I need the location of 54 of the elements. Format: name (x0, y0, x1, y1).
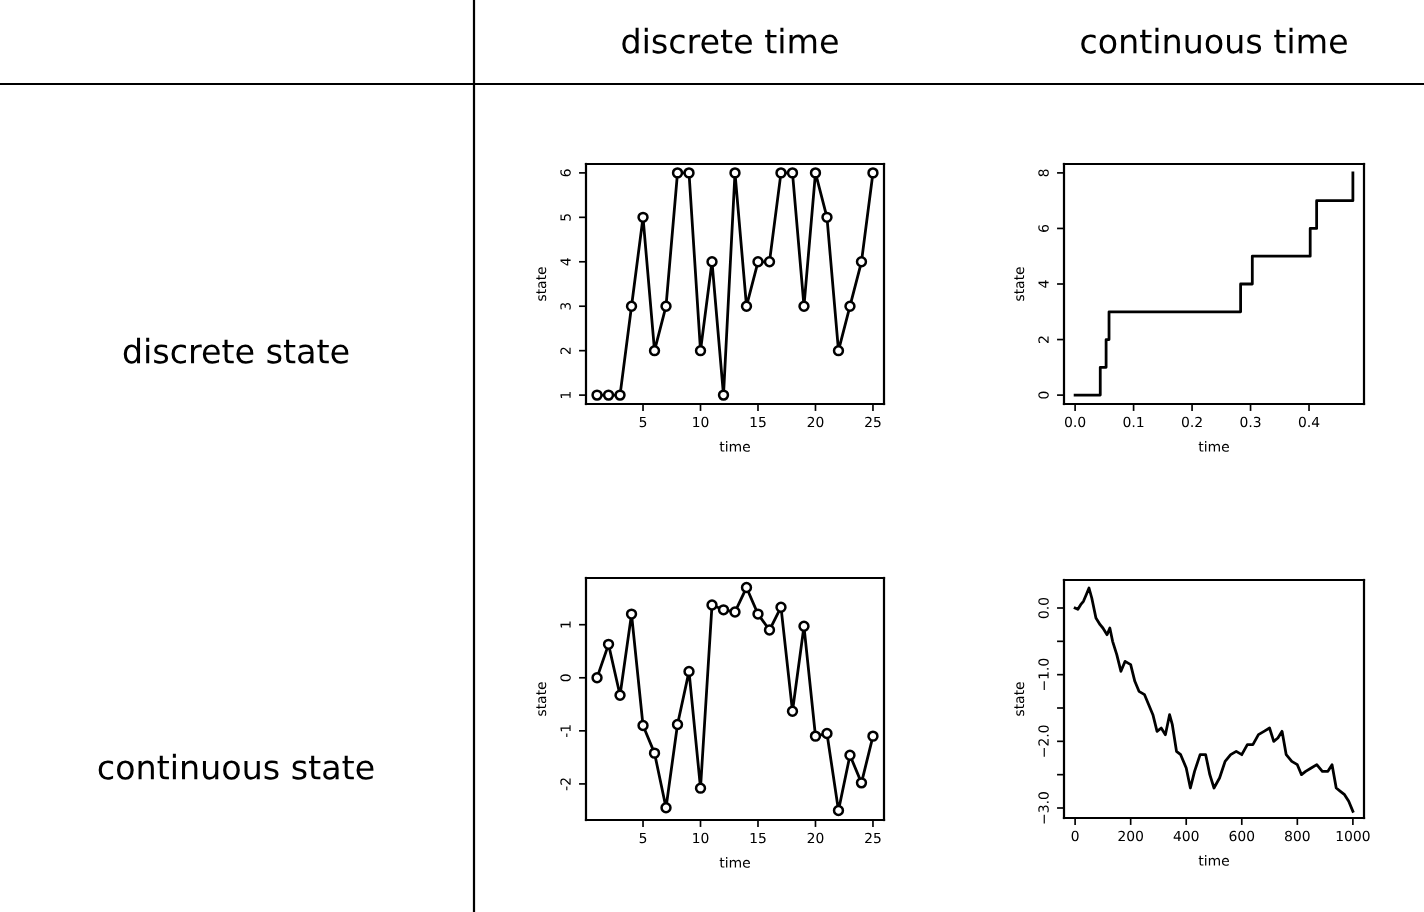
point (855, 777, 868, 789)
point (798, 300, 810, 312)
point (867, 730, 879, 742)
point (683, 167, 695, 179)
point (591, 389, 603, 401)
point (602, 638, 615, 651)
point (740, 581, 753, 594)
point (637, 719, 649, 732)
point (694, 782, 707, 794)
point (706, 599, 718, 611)
point (844, 300, 856, 312)
point (786, 167, 799, 179)
point (809, 730, 822, 742)
point (648, 344, 661, 357)
text: discrete state (123, 337, 349, 364)
point (660, 802, 672, 814)
point (786, 705, 799, 717)
point (591, 672, 603, 684)
point (717, 604, 730, 616)
text: continuous time (1081, 27, 1347, 54)
point (717, 389, 730, 401)
text: discrete time (622, 27, 838, 54)
point (809, 167, 822, 179)
point (832, 344, 845, 357)
point (683, 665, 695, 678)
point (867, 167, 879, 179)
text: continuous state (98, 753, 374, 780)
point (775, 601, 787, 613)
point (752, 608, 764, 620)
point (706, 256, 718, 268)
point (625, 300, 638, 312)
point (694, 344, 707, 357)
point (752, 256, 764, 268)
point (821, 211, 833, 224)
point (660, 300, 672, 312)
point (740, 300, 753, 312)
point (614, 389, 626, 401)
point (763, 624, 776, 636)
point (729, 167, 741, 179)
point (614, 689, 626, 701)
point (729, 606, 741, 618)
point (821, 727, 833, 740)
point (637, 211, 649, 224)
point (648, 747, 661, 759)
point (625, 608, 638, 620)
point (844, 749, 856, 761)
point (671, 718, 684, 731)
point (602, 389, 615, 401)
point (798, 620, 810, 632)
point (763, 256, 776, 268)
point (671, 167, 684, 179)
point (775, 167, 787, 179)
point (855, 256, 868, 268)
point (832, 804, 845, 817)
